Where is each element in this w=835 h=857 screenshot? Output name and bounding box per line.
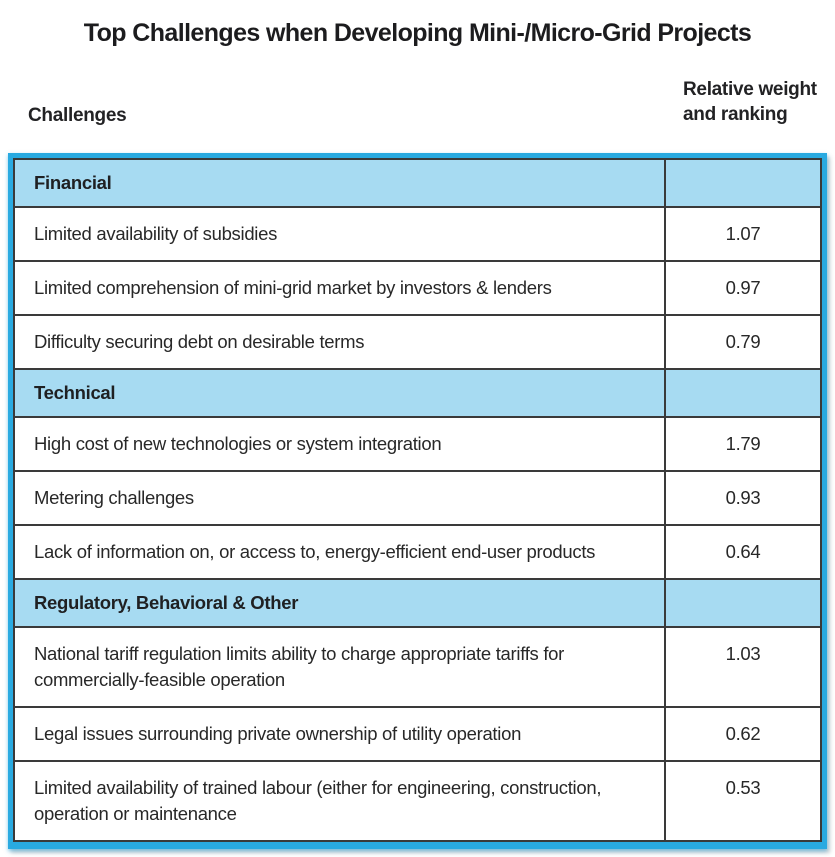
challenge-value: 0.93 xyxy=(664,470,822,527)
challenge-value: 0.97 xyxy=(664,260,822,317)
section-header-label: Technical xyxy=(13,368,666,419)
section-header-value-empty xyxy=(664,368,822,419)
table-frame: Financial Limited availability of subsid… xyxy=(8,153,827,850)
table-row: Metering challenges 0.93 xyxy=(13,470,822,527)
column-header-weight: Relative weight and ranking xyxy=(683,79,817,125)
challenge-label: Legal issues surrounding private ownersh… xyxy=(13,706,666,763)
column-header-challenges: Challenges xyxy=(28,105,127,127)
challenge-label: Difficulty securing debt on desirable te… xyxy=(13,314,666,371)
section-header-value-empty xyxy=(664,578,822,629)
table-row: National tariff regulation limits abilit… xyxy=(13,626,822,709)
table-row: High cost of new technologies or system … xyxy=(13,416,822,473)
challenge-value: 0.62 xyxy=(664,706,822,763)
table-row: Limited availability of subsidies 1.07 xyxy=(13,206,822,263)
challenge-label: National tariff regulation limits abilit… xyxy=(13,626,666,709)
section-row-regulatory: Regulatory, Behavioral & Other xyxy=(13,578,822,629)
table-row: Limited availability of trained labour (… xyxy=(13,760,822,843)
challenge-label: Limited availability of trained labour (… xyxy=(13,760,666,843)
challenge-label: Metering challenges xyxy=(13,470,666,527)
table-row: Difficulty securing debt on desirable te… xyxy=(13,314,822,371)
challenge-value: 0.64 xyxy=(664,524,822,581)
section-row-technical: Technical xyxy=(13,368,822,419)
section-header-label: Financial xyxy=(13,158,666,209)
section-header-label: Regulatory, Behavioral & Other xyxy=(13,578,666,629)
challenge-value: 0.79 xyxy=(664,314,822,371)
section-row-financial: Financial xyxy=(13,158,822,209)
column-headers: Challenges Relative weight and ranking xyxy=(8,78,827,127)
table-row: Legal issues surrounding private ownersh… xyxy=(13,706,822,763)
challenge-label: Limited comprehension of mini-grid marke… xyxy=(13,260,666,317)
challenge-label: Lack of information on, or access to, en… xyxy=(13,524,666,581)
table-row: Lack of information on, or access to, en… xyxy=(13,524,822,581)
challenge-label: High cost of new technologies or system … xyxy=(13,416,666,473)
challenge-value: 1.79 xyxy=(664,416,822,473)
table-row: Limited comprehension of mini-grid marke… xyxy=(13,260,822,317)
section-header-value-empty xyxy=(664,158,822,209)
page-title: Top Challenges when Developing Mini-/Mic… xyxy=(83,19,752,47)
challenge-value: 1.07 xyxy=(664,206,822,263)
challenge-label: Limited availability of subsidies xyxy=(13,206,666,263)
challenges-table: Financial Limited availability of subsid… xyxy=(13,158,822,843)
challenge-value: 0.53 xyxy=(664,760,822,843)
challenge-value: 1.03 xyxy=(664,626,822,709)
